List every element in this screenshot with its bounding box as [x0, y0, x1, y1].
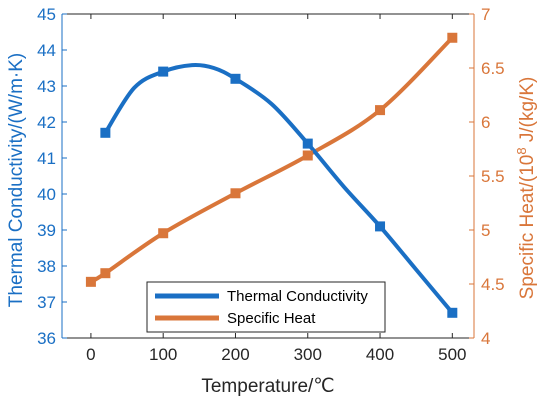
legend-box: [146, 281, 386, 333]
y-left-tick-label: 39: [37, 221, 56, 240]
marker-thermal-conductivity: [447, 307, 458, 318]
x-tick-label: 500: [438, 345, 466, 364]
legend: Thermal Conductivity Specific Heat: [146, 281, 386, 333]
x-tick-label: 300: [294, 345, 322, 364]
y-left-tick-label: 41: [37, 149, 56, 168]
axis-titles: Temperature/℃ Thermal Conductivity/(W/m·K…: [6, 53, 538, 397]
y-right-tick-label: 6.5: [481, 59, 505, 78]
marker-specific-heat: [158, 228, 169, 239]
x-axis-title: Temperature/℃: [201, 376, 334, 397]
marker-specific-heat: [230, 188, 241, 199]
x-tick-label: 0: [86, 345, 95, 364]
y-left-tick-label: 38: [37, 257, 56, 276]
y-right-axis-title: Specific Heat/(108 J/(kg/K): [514, 77, 539, 300]
marker-specific-heat: [85, 276, 96, 287]
y-left-axis-title: Thermal Conductivity/(W/m·K): [6, 53, 27, 307]
markers-layer: [85, 32, 458, 318]
marker-thermal-conductivity: [100, 127, 111, 138]
marker-specific-heat: [375, 105, 386, 116]
y-right-tick-label: 4: [481, 329, 490, 348]
marker-thermal-conductivity: [158, 66, 169, 77]
axes: 0 100 200 300 400 500 36 37 38 39 40 41 42 43 44 45 4 4.5…: [37, 5, 505, 364]
x-tick-label: 100: [149, 345, 177, 364]
y-left-tick-label: 43: [37, 77, 56, 96]
marker-specific-heat: [100, 268, 111, 279]
y-left-tick-label: 45: [37, 5, 56, 24]
y-right-tick-label: 4.5: [481, 275, 505, 294]
x-tick-label: 400: [366, 345, 394, 364]
y-right-tick-label: 5.5: [481, 167, 505, 186]
y-right-tick-label: 7: [481, 5, 490, 24]
y-left-tick-label: 44: [37, 41, 56, 60]
marker-specific-heat: [447, 32, 458, 43]
legend-label: Thermal Conductivity: [227, 288, 368, 305]
y-left-tick-label: 40: [37, 185, 56, 204]
marker-thermal-conductivity: [375, 221, 386, 232]
y-left-tick-label: 37: [37, 293, 56, 312]
marker-thermal-conductivity: [302, 138, 313, 149]
y-left-tick-label: 42: [37, 113, 56, 132]
legend-label: Specific Heat: [227, 310, 316, 327]
y-right-tick-label: 6: [481, 113, 490, 132]
x-tick-label: 200: [221, 345, 249, 364]
marker-specific-heat: [302, 150, 313, 161]
y-left-tick-label: 36: [37, 329, 56, 348]
y-right-tick-label: 5: [481, 221, 490, 240]
marker-thermal-conductivity: [230, 73, 241, 84]
